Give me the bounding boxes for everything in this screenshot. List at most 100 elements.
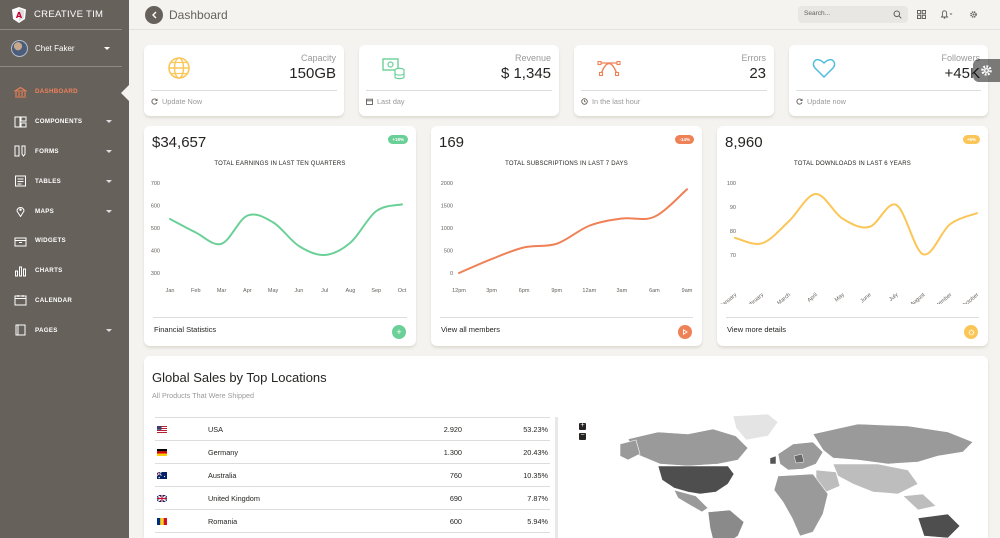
brand[interactable]: A CREATIVE TIM bbox=[0, 0, 122, 30]
ro-flag-icon bbox=[157, 518, 167, 525]
percent-cell: 5.94% bbox=[527, 516, 548, 526]
sidebar-item-charts[interactable]: CHARTS bbox=[0, 256, 129, 286]
map-region[interactable] bbox=[812, 423, 974, 465]
zoom-in-button[interactable]: + bbox=[579, 422, 586, 430]
country-cell: USA bbox=[208, 424, 224, 434]
map-region[interactable] bbox=[673, 489, 709, 513]
stat-label: Revenue bbox=[514, 53, 551, 63]
map-region[interactable] bbox=[732, 414, 779, 441]
subscriptions-line-chart: 2000 1500 1000 500 0 12pm 3pm 6pm 9pm 12am 3am 6am 9… bbox=[441, 181, 693, 294]
x-tick-label: Apr bbox=[243, 288, 252, 294]
x-tick-label: October bbox=[961, 292, 980, 304]
au-flag-icon bbox=[157, 472, 167, 479]
stat-footer[interactable]: In the last hour bbox=[581, 97, 640, 106]
country-cell: Romania bbox=[208, 516, 238, 526]
x-tick-label: Mar bbox=[217, 288, 227, 294]
x-tick-label: 3pm bbox=[486, 288, 497, 294]
settings-button[interactable] bbox=[964, 325, 978, 339]
map-region[interactable] bbox=[627, 428, 749, 467]
fixed-plugin-button[interactable] bbox=[973, 59, 1000, 82]
percent-cell: 10.35% bbox=[523, 470, 548, 480]
sidebar-item-components[interactable]: COMPONENTS bbox=[0, 107, 129, 137]
map-region[interactable] bbox=[793, 453, 805, 464]
sidebar-nav: DASHBOARD COMPONENTS FORMS TABLES MAPS WIDGET… bbox=[0, 77, 129, 345]
table-row: United Kingdom 690 7.87% bbox=[155, 487, 550, 510]
x-tick-label: January bbox=[719, 292, 738, 304]
map-region[interactable] bbox=[773, 473, 829, 537]
map-region[interactable] bbox=[619, 439, 641, 461]
chart-amount: $34,657 bbox=[152, 134, 207, 151]
x-tick-label: Jul bbox=[321, 288, 328, 294]
user-menu[interactable]: Chet Faker bbox=[0, 30, 122, 67]
avatar bbox=[11, 39, 28, 57]
user-name: Chet Faker bbox=[35, 43, 75, 53]
us-flag-icon bbox=[157, 426, 167, 433]
scrollbar[interactable] bbox=[555, 417, 558, 538]
x-tick-label: Aug bbox=[346, 288, 356, 294]
settings-icon[interactable] bbox=[969, 10, 978, 19]
stat-footer[interactable]: Update Now bbox=[151, 97, 202, 106]
x-tick-label: Sep bbox=[371, 288, 381, 294]
vector-icon bbox=[597, 60, 621, 77]
map-region[interactable] bbox=[902, 493, 937, 511]
sidebar-item-label: CALENDAR bbox=[35, 296, 73, 304]
chevron-down-icon bbox=[106, 120, 112, 124]
x-tick-label: April bbox=[807, 292, 819, 304]
world-map[interactable] bbox=[618, 414, 988, 538]
stat-value: +45K bbox=[944, 65, 980, 82]
divider bbox=[366, 90, 552, 91]
stat-footer[interactable]: Update now bbox=[796, 97, 846, 106]
sidebar-item-widgets[interactable]: WIDGETS bbox=[0, 226, 129, 256]
y-tick-label: 2000 bbox=[441, 181, 453, 187]
x-tick-label: July bbox=[888, 292, 900, 303]
play-icon bbox=[683, 329, 688, 335]
y-tick-label: 500 bbox=[151, 226, 160, 232]
play-button[interactable] bbox=[678, 325, 692, 339]
divider bbox=[151, 90, 337, 91]
sidebar-item-forms[interactable]: FORMS bbox=[0, 137, 129, 167]
series-line bbox=[169, 203, 403, 257]
sidebar-item-dashboard[interactable]: DASHBOARD bbox=[0, 77, 129, 107]
map-region[interactable] bbox=[917, 513, 961, 538]
chart-title: TOTAL EARNINGS IN LAST TEN QUARTERS bbox=[214, 161, 346, 167]
downloads-line-chart: 100 90 80 70 January February March April May Jun… bbox=[719, 181, 980, 304]
sales-cell: 600 bbox=[449, 516, 462, 526]
layout-icon[interactable] bbox=[917, 10, 926, 19]
stat-value: $ 1,345 bbox=[500, 65, 551, 82]
y-tick-label: 90 bbox=[730, 205, 736, 211]
sidebar-item-label: COMPONENTS bbox=[35, 118, 83, 126]
y-tick-label: 70 bbox=[730, 253, 736, 259]
y-tick-label: 1500 bbox=[441, 204, 453, 210]
bell-icon[interactable] bbox=[940, 10, 953, 19]
zoom-out-button[interactable]: − bbox=[579, 432, 586, 440]
stat-footer[interactable]: Last day bbox=[366, 97, 405, 106]
map-region[interactable] bbox=[832, 463, 919, 495]
x-tick-label: 6pm bbox=[519, 288, 530, 294]
sidebar-toggle-button[interactable] bbox=[145, 5, 163, 24]
sidebar-item-tables[interactable]: TABLES bbox=[0, 166, 129, 196]
y-tick-label: 1000 bbox=[441, 226, 453, 232]
map-region[interactable] bbox=[707, 509, 745, 538]
search-input[interactable]: Search... bbox=[798, 6, 908, 23]
sidebar-item-maps[interactable]: MAPS bbox=[0, 196, 129, 226]
x-tick-label: 6am bbox=[649, 288, 660, 294]
chevron-down-icon bbox=[104, 46, 110, 50]
section-subtitle: All Products That Were Shipped bbox=[152, 391, 255, 400]
sidebar-item-label: PAGES bbox=[35, 326, 58, 334]
table-row: Romania 600 5.94% bbox=[155, 510, 550, 533]
map-region[interactable] bbox=[657, 465, 735, 495]
sidebar-item-calendar[interactable]: CALENDAR bbox=[0, 286, 129, 316]
add-button[interactable]: + bbox=[392, 325, 406, 339]
divider bbox=[726, 317, 979, 318]
stat-card-revenue: Revenue $ 1,345 Last day bbox=[359, 45, 559, 116]
sidebar-item-pages[interactable]: PAGES bbox=[0, 315, 129, 345]
stat-value: 150GB bbox=[289, 65, 336, 82]
active-indicator bbox=[121, 85, 129, 101]
percent-cell: 20.43% bbox=[523, 447, 548, 457]
map-region[interactable] bbox=[769, 455, 777, 465]
x-tick-label: 3am bbox=[617, 288, 628, 294]
sidebar-item-label: FORMS bbox=[35, 147, 59, 155]
y-tick-label: 700 bbox=[151, 181, 160, 187]
layout-icon bbox=[14, 116, 27, 128]
sales-cell: 1.300 bbox=[443, 447, 462, 457]
